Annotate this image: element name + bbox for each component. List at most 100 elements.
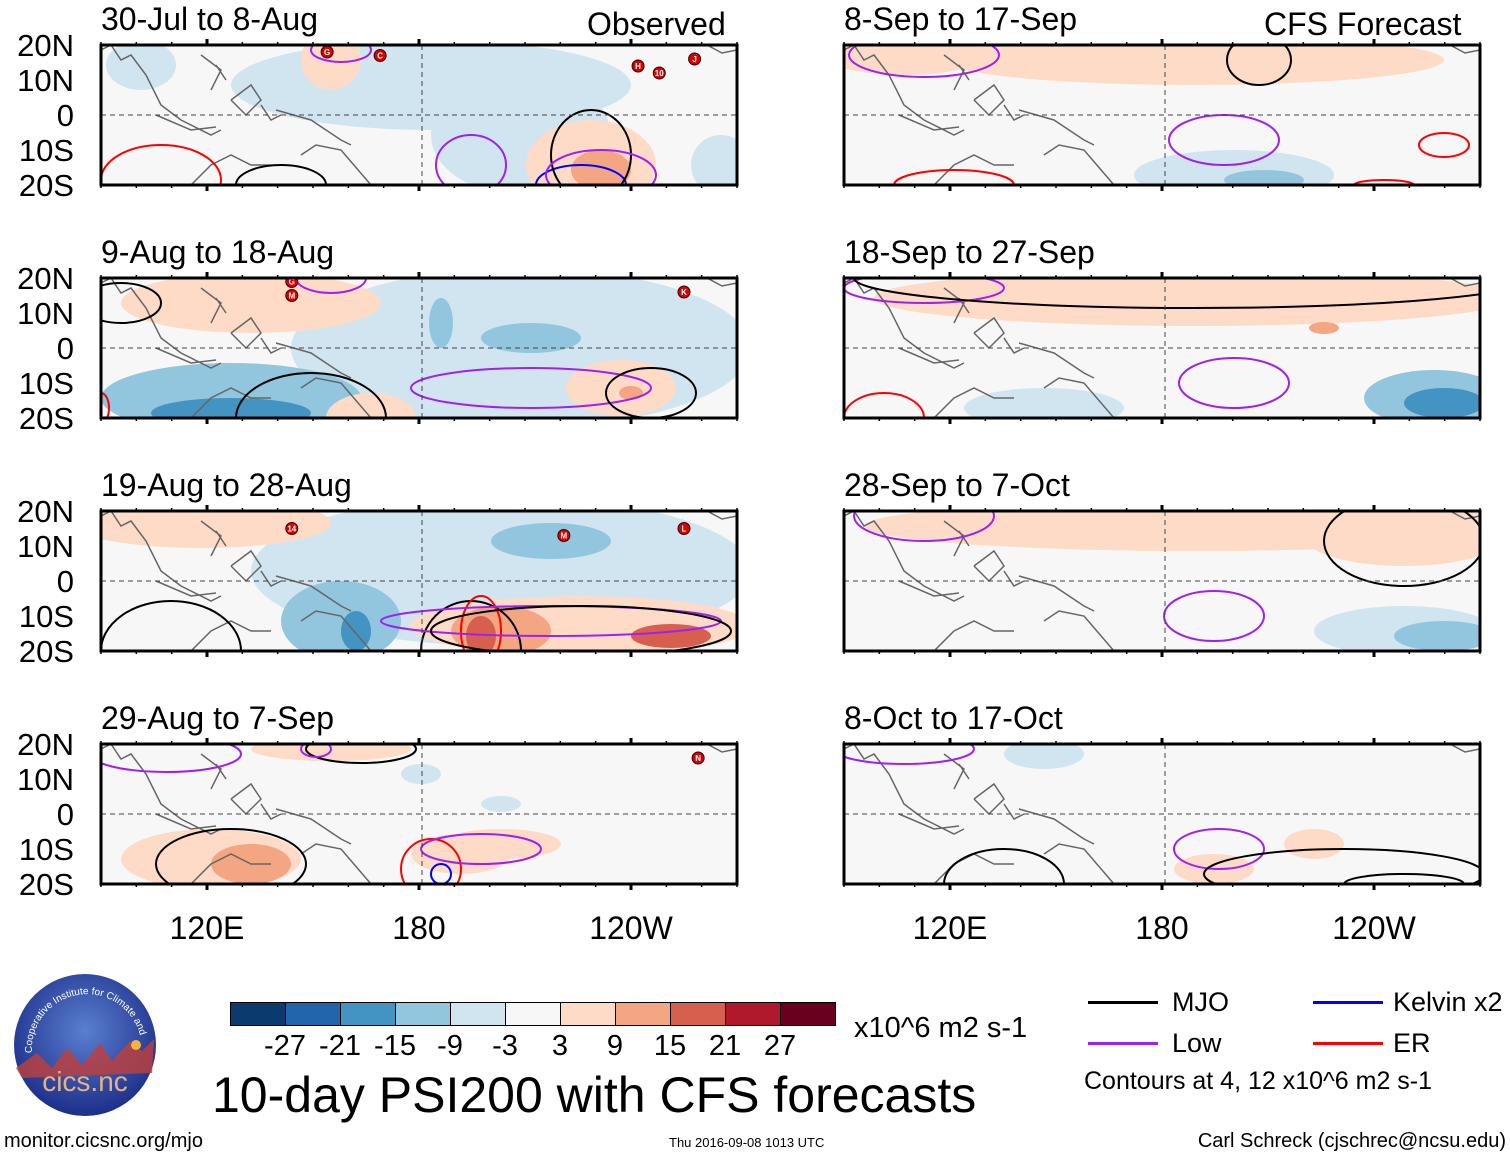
- colorbar-swatch: [725, 1002, 781, 1026]
- coastline: [706, 45, 737, 54]
- map-panel: G C H 10 J: [99, 39, 739, 191]
- anomaly-shading: [401, 764, 441, 784]
- lat-label: 10S: [18, 832, 74, 867]
- lon-label: 180: [1135, 910, 1189, 946]
- anomaly-shading: [429, 298, 453, 348]
- anomaly-shading: [844, 45, 984, 75]
- lat-label: 20S: [18, 634, 74, 669]
- contour-line: [1173, 828, 1265, 870]
- map-panel: [842, 39, 1482, 191]
- panel-title: 28-Sep to 7-Oct: [844, 467, 1070, 503]
- panel-title: 8-Sep to 17-Sep: [844, 1, 1078, 37]
- contour-line: [893, 169, 1015, 185]
- coastline: [844, 278, 1115, 418]
- contour-line: [310, 45, 372, 63]
- colorbar-swatch: [505, 1002, 561, 1026]
- anomaly-shading: [481, 796, 521, 812]
- anomaly-shading: [101, 511, 331, 548]
- colorbar-swatch: [780, 1002, 836, 1026]
- panel-title: 18-Sep to 27-Sep: [844, 234, 1095, 270]
- anomaly-shading: [874, 278, 1480, 326]
- footer-url[interactable]: monitor.cicsnc.org/mjo: [4, 1130, 203, 1152]
- colorbar-label: 15: [653, 1030, 687, 1062]
- contour-line: [300, 744, 332, 758]
- panel-title: 29-Aug to 7-Sep: [101, 700, 335, 736]
- lat-label: 10N: [17, 529, 74, 564]
- coastline: [1449, 744, 1480, 753]
- colorbar-label: -21: [319, 1030, 361, 1062]
- contour-line: [1203, 848, 1480, 884]
- storm-label: 10: [655, 69, 664, 78]
- contour-line: [101, 600, 242, 651]
- anomaly-shading: [964, 388, 1124, 418]
- map-panel: [842, 505, 1482, 657]
- storm-label: L: [682, 525, 687, 534]
- contour-line: [101, 744, 242, 773]
- colorbar-label: 21: [708, 1030, 742, 1062]
- lat-label: 10S: [18, 133, 74, 168]
- storm-label: J: [692, 55, 696, 64]
- observed-label: Observed: [587, 6, 726, 42]
- legend-er-line: [1313, 1042, 1383, 1045]
- legend-mjo-label: MJO: [1172, 987, 1229, 1017]
- lon-label: 120W: [589, 910, 673, 946]
- anomaly-shading: [1309, 322, 1339, 334]
- logo-text: cics.nc: [42, 1066, 128, 1097]
- anomaly-shading: [1004, 744, 1084, 769]
- coastline: [1449, 511, 1480, 520]
- colorbar-label: -3: [492, 1030, 518, 1062]
- contour-line: [943, 848, 1065, 884]
- anomaly-shading: [151, 398, 311, 418]
- storm-label: G: [289, 278, 295, 287]
- panel-title: 30-Jul to 8-Aug: [101, 1, 319, 37]
- contour-line: [535, 164, 627, 185]
- coastline: [1449, 45, 1480, 54]
- contour-line: [853, 511, 995, 542]
- anomaly-shading: [566, 360, 676, 416]
- colorbar-swatch: [670, 1002, 726, 1026]
- contour-line: [844, 392, 925, 418]
- map-panel: N: [99, 738, 739, 890]
- anomaly-shading: [491, 523, 611, 559]
- contour-line: [848, 45, 1000, 78]
- storm-label: K: [681, 288, 687, 297]
- storm-icon: [285, 522, 299, 535]
- cicsnc-logo: Cooperative Institute for Climate and Sa…: [12, 973, 156, 1116]
- coastline: [1449, 278, 1480, 287]
- colorbar-label: 27: [763, 1030, 797, 1062]
- anomaly-shading: [619, 386, 643, 400]
- storm-label: C: [377, 52, 383, 61]
- storm-label: N: [695, 754, 701, 763]
- map-panel: 14 M L: [99, 505, 739, 657]
- coastline: [706, 511, 737, 520]
- contour-line: [1178, 357, 1290, 409]
- colorbar-label: -27: [264, 1030, 306, 1062]
- storm-label: M: [561, 532, 568, 541]
- anomaly-shading: [1304, 511, 1480, 566]
- contour-line: [1226, 45, 1292, 86]
- storm-icon: [677, 522, 691, 535]
- contour-line: [235, 164, 327, 185]
- storm-label: M: [288, 292, 295, 301]
- lat-label: 20N: [17, 261, 74, 296]
- lat-label: 0: [56, 331, 74, 366]
- coastline: [101, 45, 372, 185]
- lat-label: 10N: [17, 63, 74, 98]
- lat-label: 20N: [17, 494, 74, 529]
- lat-label: 0: [56, 564, 74, 599]
- anomaly-shading: [281, 581, 401, 651]
- contour-line: [1343, 873, 1465, 884]
- lon-label: 120E: [912, 910, 988, 946]
- contour-line: [435, 134, 507, 185]
- contour-line: [844, 744, 975, 765]
- coastline: [706, 278, 737, 287]
- coastline: [101, 511, 372, 651]
- storm-icon: [373, 49, 387, 62]
- anomaly-shading: [481, 323, 581, 353]
- storm-icon: [688, 52, 702, 66]
- colorbar-swatch: [340, 1002, 396, 1026]
- colorbar-label: 9: [606, 1030, 624, 1062]
- anomaly-shading: [466, 616, 496, 651]
- map-panel: [842, 272, 1482, 424]
